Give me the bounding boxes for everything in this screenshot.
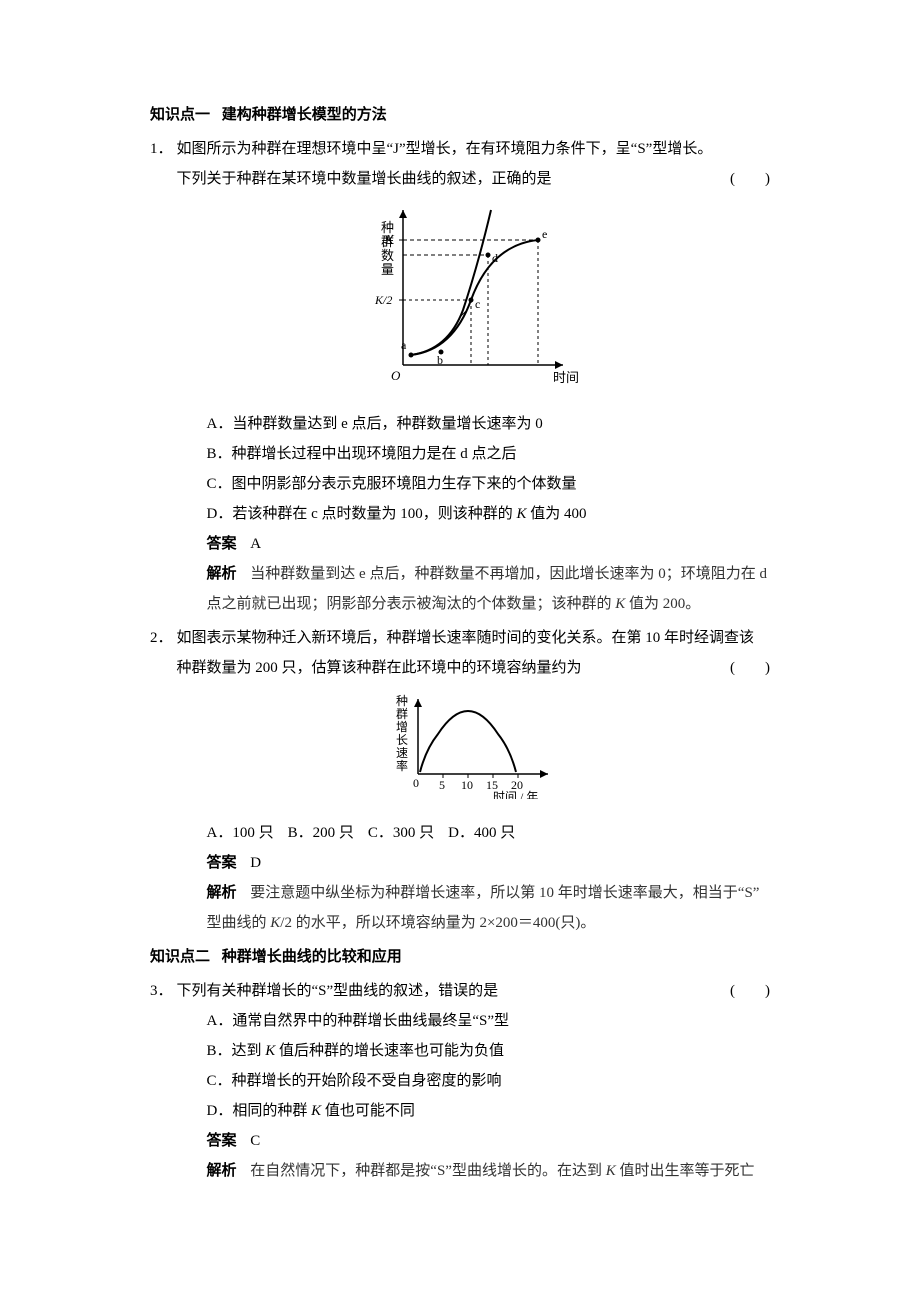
q2-number: 2． [150, 623, 173, 653]
q1-pt-d: d [492, 251, 498, 265]
section-2-heading: 知识点二 种群增长曲线的比较和应用 [150, 942, 770, 972]
q3-answer-row: 答案 C [177, 1126, 770, 1156]
q2-tick-10: 10 [461, 778, 473, 792]
q2-paren: ( ) [710, 653, 770, 683]
q1-Khalf: K/2 [374, 293, 392, 307]
q1-ylabel-4: 量 [381, 262, 394, 277]
q1-pt-a: a [401, 338, 407, 352]
q3-answer-label: 答案 [207, 1133, 237, 1149]
q1-text-line2: 下列关于种群在某环境中数量增长曲线的叙述，正确的是 [177, 164, 552, 194]
q1-expl2-K: K [615, 596, 625, 612]
q3-optB-post: 值后种群的增长速率也可能为负值 [275, 1043, 504, 1059]
section-2-title: 种群增长曲线的比较和应用 [222, 949, 402, 965]
q2-xlabel: 时间 / 年 [493, 790, 538, 799]
q2-answer: D [250, 855, 261, 871]
q2-expl-label: 解析 [207, 885, 237, 901]
q3-optB-pre: B．达到 [207, 1043, 266, 1059]
q3-optB-K: K [265, 1043, 275, 1059]
q1-optD-pre: D．若该种群在 c 点时数量为 100，则该种群的 [207, 506, 517, 522]
q2-options: A．100 只 B．200 只 C．300 只 D．400 只 [177, 818, 770, 848]
q1-answer-row: 答案 A [177, 529, 770, 559]
q1-answer-label: 答案 [207, 536, 237, 552]
q2-text-line1: 如图表示某物种迁入新环境后，种群增长速率随时间的变化关系。在第 10 年时经调查… [177, 623, 770, 653]
q1-expl-1: 当种群数量到达 e 点后，种群数量不再增加，因此增长速率为 0；环境阻力在 d [250, 566, 767, 582]
q2-option-b: B．200 只 [288, 818, 354, 848]
q3-optD-post: 值也可能不同 [321, 1103, 415, 1119]
q2-tick-5: 5 [439, 778, 445, 792]
q2-yl-1: 种 [396, 694, 408, 708]
q3-expl1-post: 值时出生率等于死亡 [616, 1163, 755, 1179]
q2-yl-4: 长 [396, 733, 408, 747]
q1-expl-row1: 解析 当种群数量到达 e 点后，种群数量不再增加，因此增长速率为 0；环境阻力在… [177, 559, 770, 589]
q1-xlabel: 时间 [553, 370, 579, 385]
q3-option-a: A．通常自然界中的种群增长曲线最终呈“S”型 [177, 1006, 770, 1036]
q3-expl-label: 解析 [207, 1163, 237, 1179]
q2-origin: 0 [413, 776, 419, 790]
q3-optD-K: K [311, 1103, 321, 1119]
question-2: 2． 如图表示某物种迁入新环境后，种群增长速率随时间的变化关系。在第 10 年时… [150, 623, 770, 938]
section-2-label: 知识点二 [150, 949, 210, 965]
q1-expl2-pre: 点之前就已出现；阴影部分表示被淘汰的个体数量；该种群的 [207, 596, 616, 612]
q2-answer-label: 答案 [207, 855, 237, 871]
q2-yl-6: 率 [396, 758, 408, 773]
q1-expl-label: 解析 [207, 566, 237, 582]
q2-yl-2: 群 [396, 707, 408, 721]
q2-expl2-K: K [270, 915, 280, 931]
q1-number: 1． [150, 134, 173, 164]
q1-answer: A [250, 536, 261, 552]
q2-answer-row: 答案 D [177, 848, 770, 878]
q1-origin: O [391, 368, 401, 383]
q1-pt-e: e [542, 227, 547, 241]
q2-expl-row2: 型曲线的 K/2 的水平，所以环境容纳量为 2×200＝400(只)。 [177, 908, 770, 938]
q2-option-d: D．400 只 [448, 818, 515, 848]
question-1: 1． 如图所示为种群在理想环境中呈“J”型增长，在有环境阻力条件下，呈“S”型增… [150, 134, 770, 619]
question-3: 3． 下列有关种群增长的“S”型曲线的叙述，错误的是 ( ) A．通常自然界中的… [150, 976, 770, 1186]
q1-ylabel-3: 数 [381, 248, 394, 263]
section-1-label: 知识点一 [150, 107, 210, 123]
q2-yl-3: 增 [396, 720, 408, 734]
q1-option-a: A．当种群数量达到 e 点后，种群数量增长速率为 0 [177, 409, 770, 439]
q3-paren: ( ) [710, 976, 770, 1006]
q2-figure: 种 群 增 长 速 率 0 5 10 15 [177, 689, 770, 810]
q1-text-line1: 如图所示为种群在理想环境中呈“J”型增长，在有环境阻力条件下，呈“S”型增长。 [177, 134, 770, 164]
q1-option-c: C．图中阴影部分表示克服环境阻力生存下来的个体数量 [177, 469, 770, 499]
q3-text-line1: 下列有关种群增长的“S”型曲线的叙述，错误的是 [177, 976, 499, 1006]
q1-optD-K: K [517, 506, 527, 522]
section-1-heading: 知识点一 建构种群增长模型的方法 [150, 100, 770, 130]
q3-number: 3． [150, 976, 173, 1006]
q1-optD-post: 值为 400 [527, 506, 587, 522]
section-1-title: 建构种群增长模型的方法 [222, 107, 387, 123]
q3-expl1-K: K [606, 1163, 616, 1179]
q2-option-c: C．300 只 [368, 818, 434, 848]
q2-option-a: A．100 只 [207, 818, 274, 848]
q1-K: K [384, 232, 395, 247]
q1-option-d: D．若该种群在 c 点时数量为 100，则该种群的 K 值为 400 [177, 499, 770, 529]
q3-answer: C [250, 1133, 260, 1149]
q1-figure: 种 群 数 量 O 时间 K K/2 [177, 200, 770, 401]
q2-text-line2: 种群数量为 200 只，估算该种群在此环境中的环境容纳量约为 [177, 653, 582, 683]
q2-expl-1: 要注意题中纵坐标为种群增长速率，所以第 10 年时增长速率最大，相当于“S” [250, 885, 759, 901]
q3-optD-pre: D．相同的种群 [207, 1103, 312, 1119]
q3-expl1-pre: 在自然情况下，种群都是按“S”型曲线增长的。在达到 [250, 1163, 605, 1179]
q1-expl-row2: 点之前就已出现；阴影部分表示被淘汰的个体数量；该种群的 K 值为 200。 [177, 589, 770, 619]
q1-paren: ( ) [710, 164, 770, 194]
q2-yl-5: 速 [396, 746, 408, 760]
q3-option-c: C．种群增长的开始阶段不受自身密度的影响 [177, 1066, 770, 1096]
q1-expl2-post: 值为 200。 [625, 596, 700, 612]
q1-option-b: B．种群增长过程中出现环境阻力是在 d 点之后 [177, 439, 770, 469]
q2-expl-row1: 解析 要注意题中纵坐标为种群增长速率，所以第 10 年时增长速率最大，相当于“S… [177, 878, 770, 908]
q3-option-b: B．达到 K 值后种群的增长速率也可能为负值 [177, 1036, 770, 1066]
q3-option-d: D．相同的种群 K 值也可能不同 [177, 1096, 770, 1126]
q2-expl2-pre: 型曲线的 [207, 915, 271, 931]
q1-pt-b: b [437, 353, 443, 367]
q2-expl2-post: /2 的水平，所以环境容纳量为 2×200＝400(只)。 [280, 915, 595, 931]
q1-pt-c: c [475, 297, 480, 311]
q3-expl-row1: 解析 在自然情况下，种群都是按“S”型曲线增长的。在达到 K 值时出生率等于死亡 [177, 1156, 770, 1186]
